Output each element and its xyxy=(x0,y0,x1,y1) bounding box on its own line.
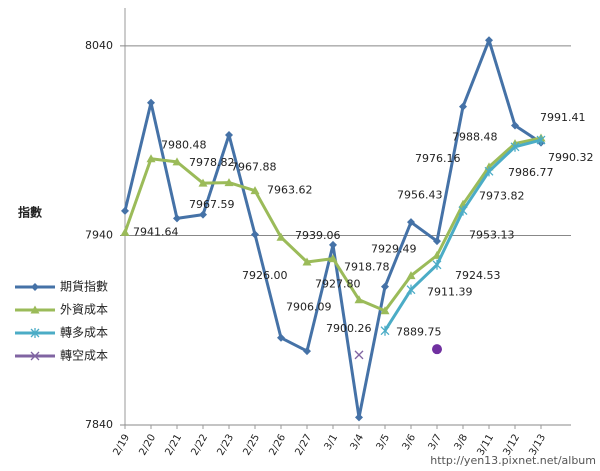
marker xyxy=(485,36,493,45)
data-label: 7973.82 xyxy=(479,189,525,202)
data-label: 7906.09 xyxy=(286,301,332,314)
marker xyxy=(511,121,519,130)
marker xyxy=(329,240,337,249)
data-label: 7990.32 xyxy=(548,151,594,164)
marker xyxy=(224,178,234,187)
marker xyxy=(380,306,390,315)
marker xyxy=(121,206,129,215)
marker xyxy=(172,157,182,166)
marker xyxy=(459,102,467,111)
legend-label: 外資成本 xyxy=(60,303,108,317)
data-label: 7953.13 xyxy=(469,229,515,242)
marker xyxy=(31,283,39,291)
marker xyxy=(277,333,285,342)
marker xyxy=(406,271,416,280)
data-label: 7911.39 xyxy=(427,286,473,299)
marker xyxy=(484,166,494,177)
data-label: 7956.43 xyxy=(397,188,443,201)
marker xyxy=(30,328,40,338)
marker xyxy=(30,351,40,361)
data-label: 7929.49 xyxy=(371,242,417,255)
legend-label: 轉空成本 xyxy=(60,349,108,363)
marker xyxy=(536,135,546,146)
data-label: 7980.48 xyxy=(161,139,207,152)
data-label: 7924.53 xyxy=(455,269,501,282)
marker xyxy=(355,413,363,422)
marker xyxy=(432,259,442,270)
data-label: 7978.82 xyxy=(189,156,235,169)
marker xyxy=(380,325,390,336)
marker xyxy=(198,178,208,187)
data-label: 7967.59 xyxy=(189,198,235,211)
data-label: 7889.75 xyxy=(396,326,442,339)
data-label: 7900.26 xyxy=(326,322,372,335)
marker xyxy=(225,130,233,139)
marker xyxy=(381,282,389,291)
marker xyxy=(433,237,441,246)
data-label: 7986.77 xyxy=(508,166,554,179)
marker xyxy=(120,227,130,236)
legend-label: 轉多成本 xyxy=(60,326,108,340)
marker xyxy=(328,254,338,263)
marker xyxy=(147,98,155,107)
marker xyxy=(250,186,260,195)
data-label: 7991.41 xyxy=(540,111,586,124)
marker xyxy=(30,305,40,314)
marker xyxy=(354,295,364,304)
y-axis-title: 指數 xyxy=(18,205,42,220)
marker xyxy=(276,232,286,241)
marker xyxy=(173,214,181,223)
data-label: 7918.78 xyxy=(344,261,390,274)
marker xyxy=(406,284,416,295)
data-label: 7939.06 xyxy=(295,229,341,242)
y-tick-label: 8040 xyxy=(85,39,113,52)
marker xyxy=(146,154,156,163)
marker xyxy=(432,344,442,355)
marker xyxy=(251,230,259,239)
watermark: http://yen13.pixnet.net/album xyxy=(430,454,596,467)
marker xyxy=(510,141,520,152)
data-label: 7941.64 xyxy=(133,225,179,238)
y-tick-label: 7840 xyxy=(85,418,113,431)
marker xyxy=(458,205,468,216)
data-label: 7967.88 xyxy=(231,161,277,174)
marker xyxy=(407,218,415,227)
data-label: 7926.00 xyxy=(242,269,288,282)
marker xyxy=(354,350,364,360)
data-label: 7963.62 xyxy=(267,184,313,197)
data-label: 7988.48 xyxy=(452,131,498,144)
marker xyxy=(303,347,311,356)
marker xyxy=(302,257,312,266)
marker xyxy=(199,210,207,219)
data-label: 7927.80 xyxy=(315,278,361,291)
legend-label: 期貨指數 xyxy=(60,279,108,294)
data-label: 7976.16 xyxy=(415,152,461,165)
y-tick-label: 7940 xyxy=(85,228,113,241)
